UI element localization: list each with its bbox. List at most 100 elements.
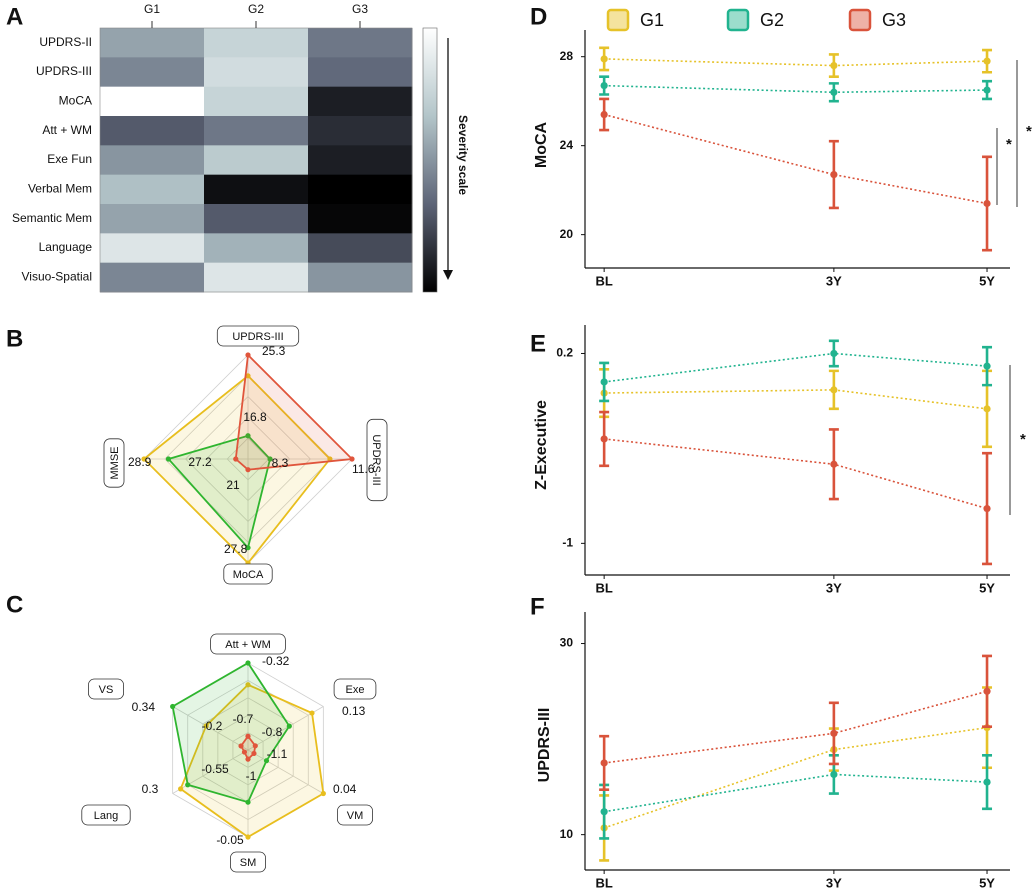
data-point — [983, 57, 991, 65]
significance-label: * — [1020, 431, 1026, 448]
heat-cell — [308, 233, 413, 264]
axis-label: Lang — [94, 810, 118, 822]
series-line — [604, 773, 988, 813]
heat-cell — [100, 233, 205, 264]
radar-spoke — [247, 749, 324, 794]
heat-cell — [100, 174, 205, 205]
axis-label: UPDRS-III — [232, 331, 283, 343]
data-point — [983, 778, 991, 786]
axis-min-label: -1.1 — [267, 747, 288, 761]
arrow-head — [443, 270, 453, 280]
y-tick-label: 0.2 — [556, 346, 573, 360]
radar-point — [309, 710, 315, 716]
row-label: UPDRS-II — [39, 35, 92, 49]
axis-box: UPDRS-III — [366, 418, 388, 502]
axis-label: Exe — [346, 684, 365, 696]
series-line — [604, 690, 988, 764]
axis-min-label: -0.8 — [262, 725, 283, 739]
radar-spoke — [172, 706, 249, 751]
data-point — [983, 86, 991, 94]
data-point — [983, 504, 991, 513]
axis-box-frame — [366, 418, 388, 502]
heat-cell — [204, 116, 309, 146]
x-tick-label: BL — [595, 580, 612, 595]
column-label: G3 — [352, 2, 368, 16]
axis-label: MoCA — [233, 569, 264, 581]
axis-min-label: 21 — [226, 478, 240, 492]
heat-cell — [204, 233, 309, 264]
y-tick-label: 10 — [560, 827, 574, 841]
x-tick-label: 5Y — [979, 580, 995, 595]
data-point — [983, 199, 991, 208]
radar-point — [267, 456, 273, 462]
heat-cell — [204, 204, 309, 234]
panel-letter: F — [530, 593, 545, 620]
y-axis-label: MoCA — [533, 121, 550, 168]
y-tick-label: 24 — [560, 138, 574, 152]
series-line — [604, 389, 988, 410]
heat-cell — [308, 174, 413, 205]
data-point — [830, 770, 838, 779]
axis-box-frame — [229, 851, 267, 873]
series-line — [603, 726, 988, 829]
axis-min-label: 27.2 — [188, 455, 212, 469]
data-point — [600, 435, 608, 443]
data-point — [830, 460, 838, 468]
data-point — [830, 170, 838, 179]
heat-cell — [100, 28, 205, 58]
colorbar-label: Severity scale — [456, 115, 470, 195]
radar-point — [245, 660, 251, 666]
y-tick-label: 30 — [560, 636, 574, 650]
radar-point — [233, 456, 239, 462]
axis-max-label: 25.3 — [262, 344, 286, 358]
legend-label: G1 — [640, 10, 664, 30]
series-line — [603, 113, 988, 205]
radar-point — [263, 758, 270, 764]
data-point — [830, 61, 838, 70]
heat-cell — [308, 86, 413, 117]
series-line — [604, 352, 988, 383]
row-label: Semantic Mem — [12, 211, 92, 225]
y-axis-label: Z-Executive — [533, 400, 550, 490]
x-tick-label: 3Y — [826, 580, 842, 595]
x-tick-label: 5Y — [979, 273, 995, 288]
panel-letter: B — [6, 325, 23, 352]
radar-point — [252, 743, 258, 749]
axis-box-frame — [223, 563, 273, 585]
axis-max-label: 0.34 — [132, 700, 156, 714]
axis-box: Lang — [81, 804, 131, 826]
column-label: G2 — [248, 2, 264, 16]
axis-box: MMSE — [103, 438, 125, 488]
row-label: Language — [39, 240, 93, 254]
axis-min-label: -1 — [246, 769, 257, 783]
axis-max-label: 28.9 — [128, 455, 152, 469]
heat-cell — [100, 145, 205, 176]
axis-box: Exe — [333, 678, 377, 700]
data-point — [600, 378, 608, 386]
series-line — [604, 438, 988, 510]
y-tick-label: 28 — [560, 49, 574, 63]
row-label: Att + WM — [42, 123, 92, 137]
significance-label: * — [1026, 123, 1032, 140]
radar-point — [245, 799, 251, 805]
y-axis-label: UPDRS-III — [536, 708, 553, 783]
heat-cell — [100, 116, 205, 146]
axis-box: Att + WM — [210, 633, 286, 655]
row-label: UPDRS-III — [36, 64, 92, 78]
legend-swatch — [726, 8, 750, 32]
heat-cell — [308, 116, 413, 146]
heat-cell — [308, 204, 413, 234]
panel-letter: C — [6, 591, 23, 618]
axis-label: MMSE — [109, 447, 121, 480]
axis-box: SM — [229, 851, 267, 873]
axis-box-frame — [103, 438, 125, 488]
radar-point — [238, 743, 244, 749]
axis-max-label: -0.05 — [216, 833, 244, 847]
heat-cell — [308, 28, 413, 58]
radar-point — [245, 733, 251, 739]
axis-max-label: -0.32 — [262, 654, 290, 668]
data-point — [830, 386, 838, 394]
x-tick-label: 3Y — [826, 273, 842, 288]
legend-swatch — [606, 8, 630, 32]
data-point — [830, 88, 838, 96]
